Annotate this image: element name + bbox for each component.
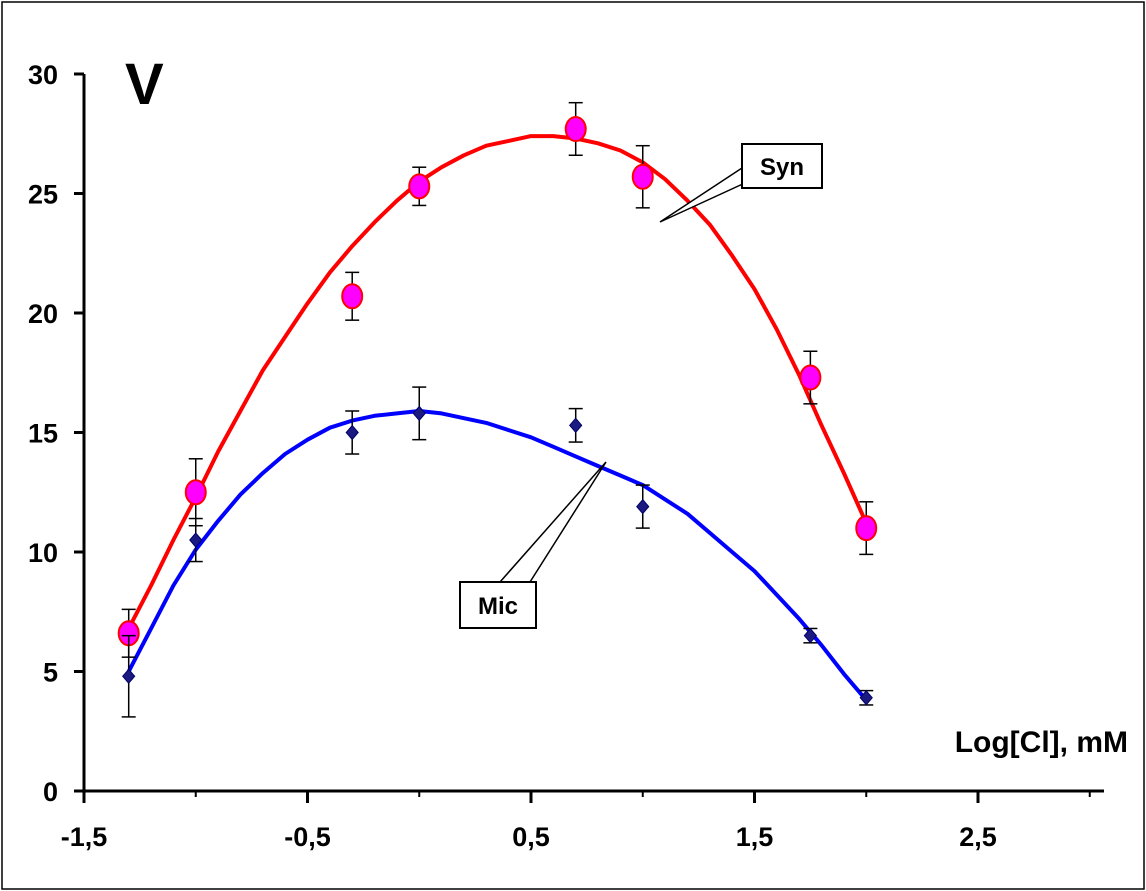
point-mic: [803, 627, 818, 644]
annotations: Syn Mic: [459, 143, 823, 629]
point-mic: [569, 417, 583, 434]
fit-curve-syn: [126, 134, 869, 630]
point-syn: [799, 364, 822, 391]
y-tick-label: 15: [28, 419, 58, 449]
y-tick-label: 10: [28, 538, 58, 568]
fit-curves: [126, 134, 869, 702]
callout-label-syn: Syn: [760, 154, 804, 181]
y-tick-label: 30: [28, 60, 58, 90]
x-tick-label: -1,5: [61, 822, 108, 852]
point-mic: [345, 424, 359, 441]
point-mic: [636, 498, 650, 515]
axes: 0 5 10 15 20 25 30 -1,5 -0,5 0,5 1,5 2,5 V Log[Cl], m…: [28, 52, 1128, 852]
callout-box-syn: [741, 143, 823, 189]
fit-curve-mic: [126, 409, 868, 702]
x-tick-label: 0,5: [512, 822, 550, 852]
x-tick-label: -0,5: [284, 822, 331, 852]
panel-letter: V: [125, 52, 164, 117]
point-syn: [184, 479, 207, 506]
point-syn: [564, 115, 587, 142]
point-mic: [412, 405, 426, 422]
point-syn: [408, 173, 431, 200]
x-axis-title: Log[Cl], mM: [955, 726, 1128, 759]
y-tick-label: 5: [43, 658, 58, 688]
y-tick-label: 25: [28, 180, 58, 210]
point-mic: [859, 690, 873, 706]
callout-box-mic: [459, 581, 537, 629]
callout-label-mic: Mic: [478, 593, 518, 620]
data-points: [117, 101, 878, 718]
point-mic: [189, 532, 203, 548]
point-syn: [855, 515, 878, 542]
point-mic: [122, 668, 136, 685]
y-tick-label: 20: [28, 299, 58, 329]
point-syn: [341, 283, 364, 310]
x-tick-label: 2,5: [959, 822, 997, 852]
point-syn: [631, 163, 654, 190]
y-tick-label: 0: [43, 777, 58, 807]
x-tick-label: 1,5: [736, 822, 774, 852]
